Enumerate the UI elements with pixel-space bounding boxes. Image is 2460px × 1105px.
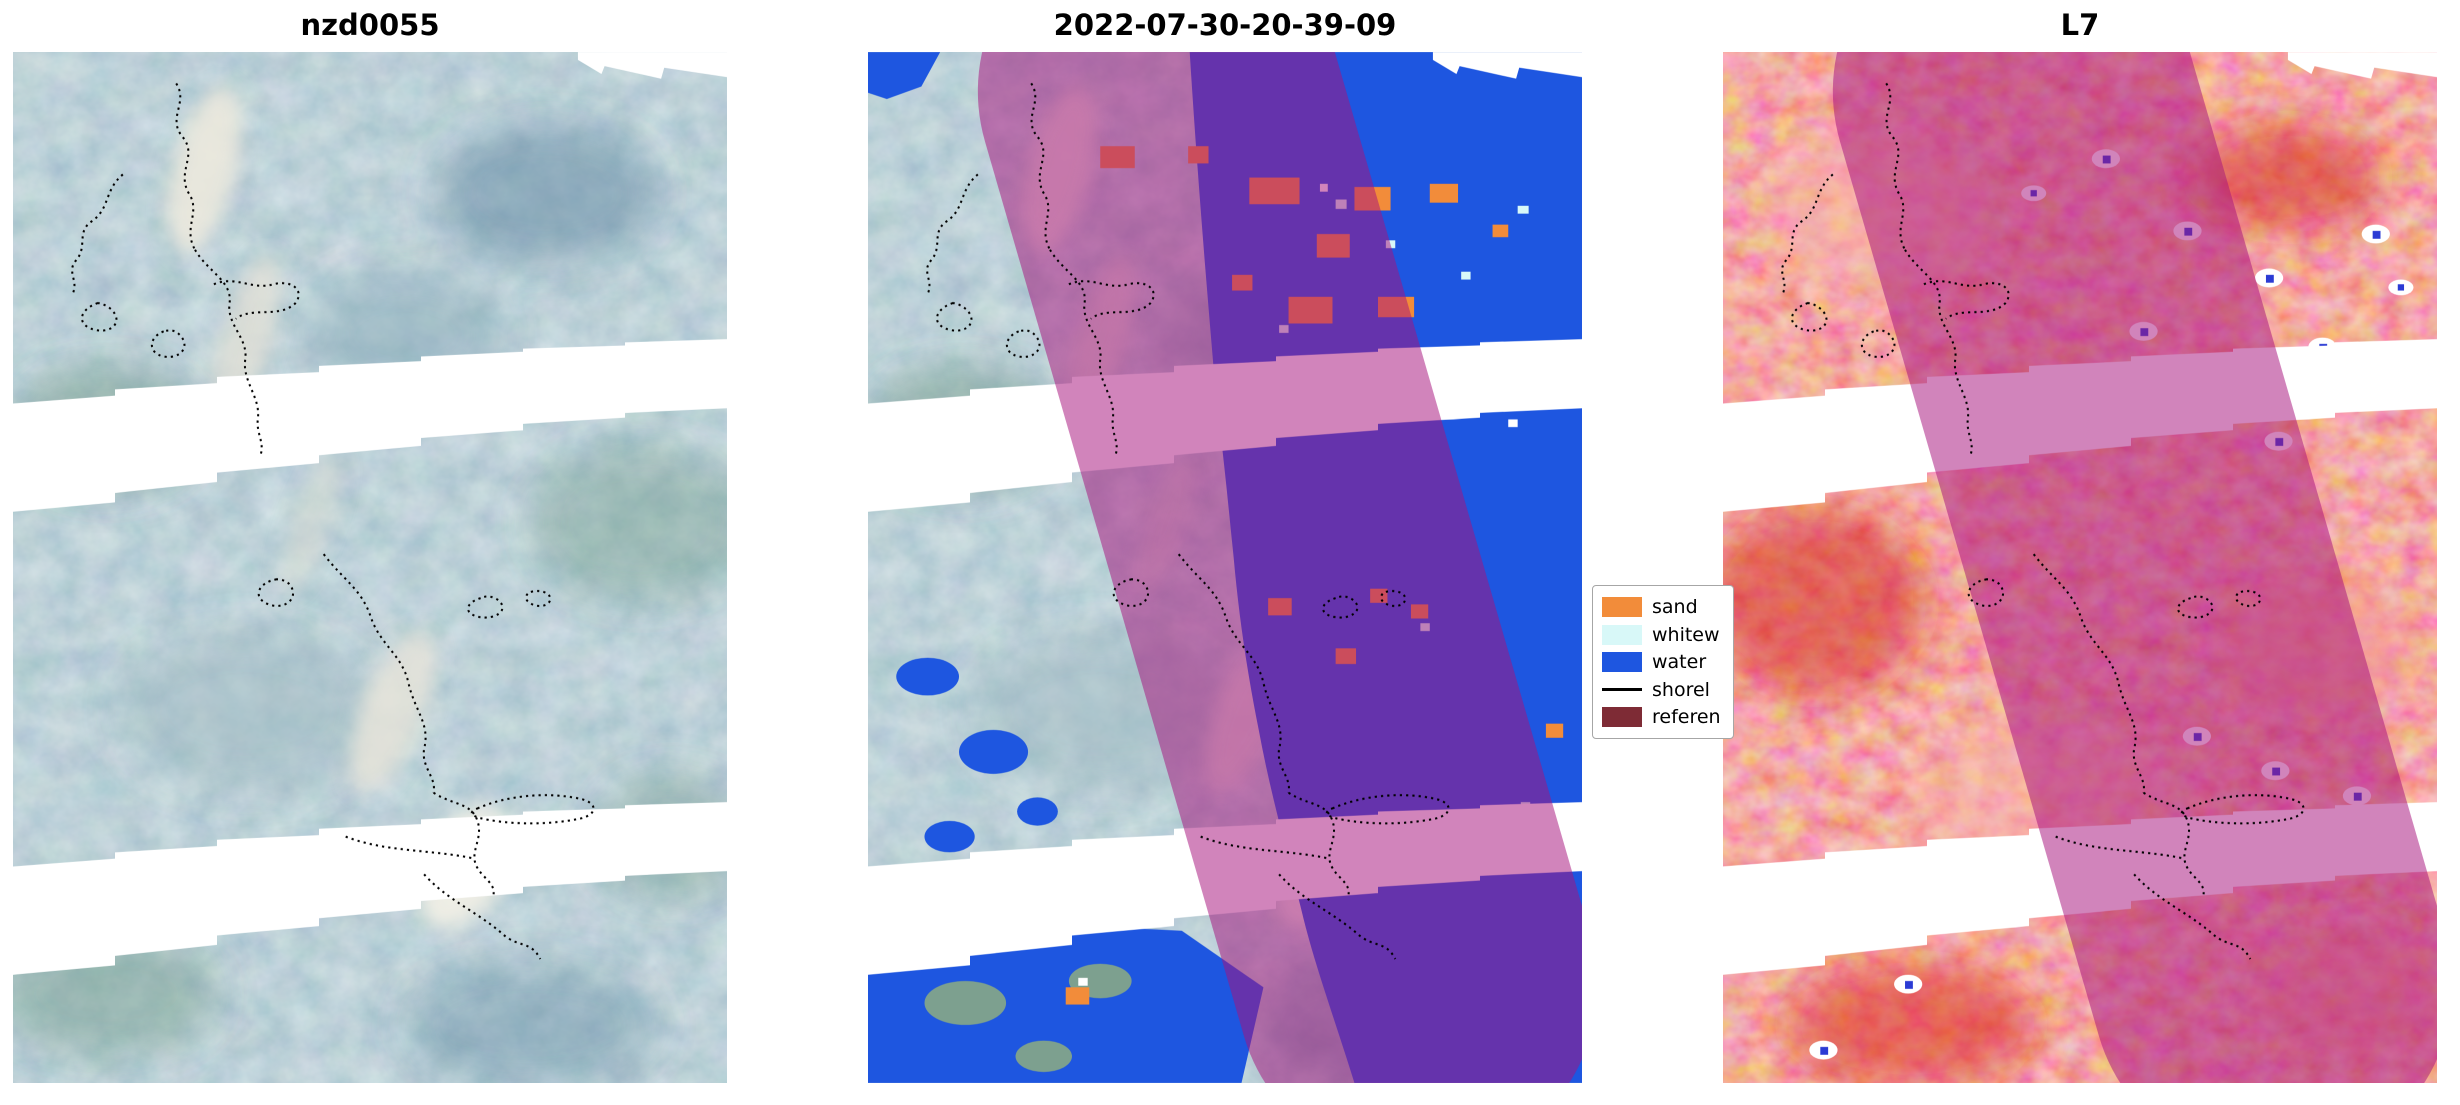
shoreline-line-swatch — [1602, 688, 1642, 691]
satellite-rgb-image — [13, 52, 727, 1083]
legend-label: referen — [1652, 706, 1721, 728]
legend-label: whitew — [1652, 623, 1720, 646]
classified-image — [868, 52, 1582, 1083]
panel-classified-image — [868, 52, 1582, 1083]
panel-rgb-image — [13, 52, 727, 1083]
panel-l7-image — [1723, 52, 2437, 1083]
legend: sand whitew water shorel referen — [1592, 585, 1734, 739]
legend-item-shoreline: shorel — [1602, 678, 1733, 702]
legend-item-reference: referen — [1602, 705, 1733, 729]
panel-title-rgb: nzd0055 — [300, 8, 440, 42]
water-swatch — [1602, 652, 1642, 672]
sand-swatch — [1602, 597, 1642, 617]
legend-label: sand — [1652, 596, 1698, 618]
legend-label: shorel — [1652, 678, 1710, 701]
panel-title-class: 2022-07-30-20-39-09 — [1053, 8, 1397, 42]
panel-title-l7: L7 — [2060, 8, 2100, 42]
island-patches — [924, 963, 1132, 1073]
legend-item-water: water — [1602, 650, 1733, 674]
legend-label: water — [1652, 651, 1707, 673]
reference-swatch — [1602, 707, 1642, 727]
l7-band-image — [1723, 52, 2437, 1083]
whitewater-swatch — [1602, 624, 1642, 645]
legend-item-sand: sand — [1602, 595, 1733, 619]
legend-item-whitewater: whitew — [1602, 623, 1733, 647]
